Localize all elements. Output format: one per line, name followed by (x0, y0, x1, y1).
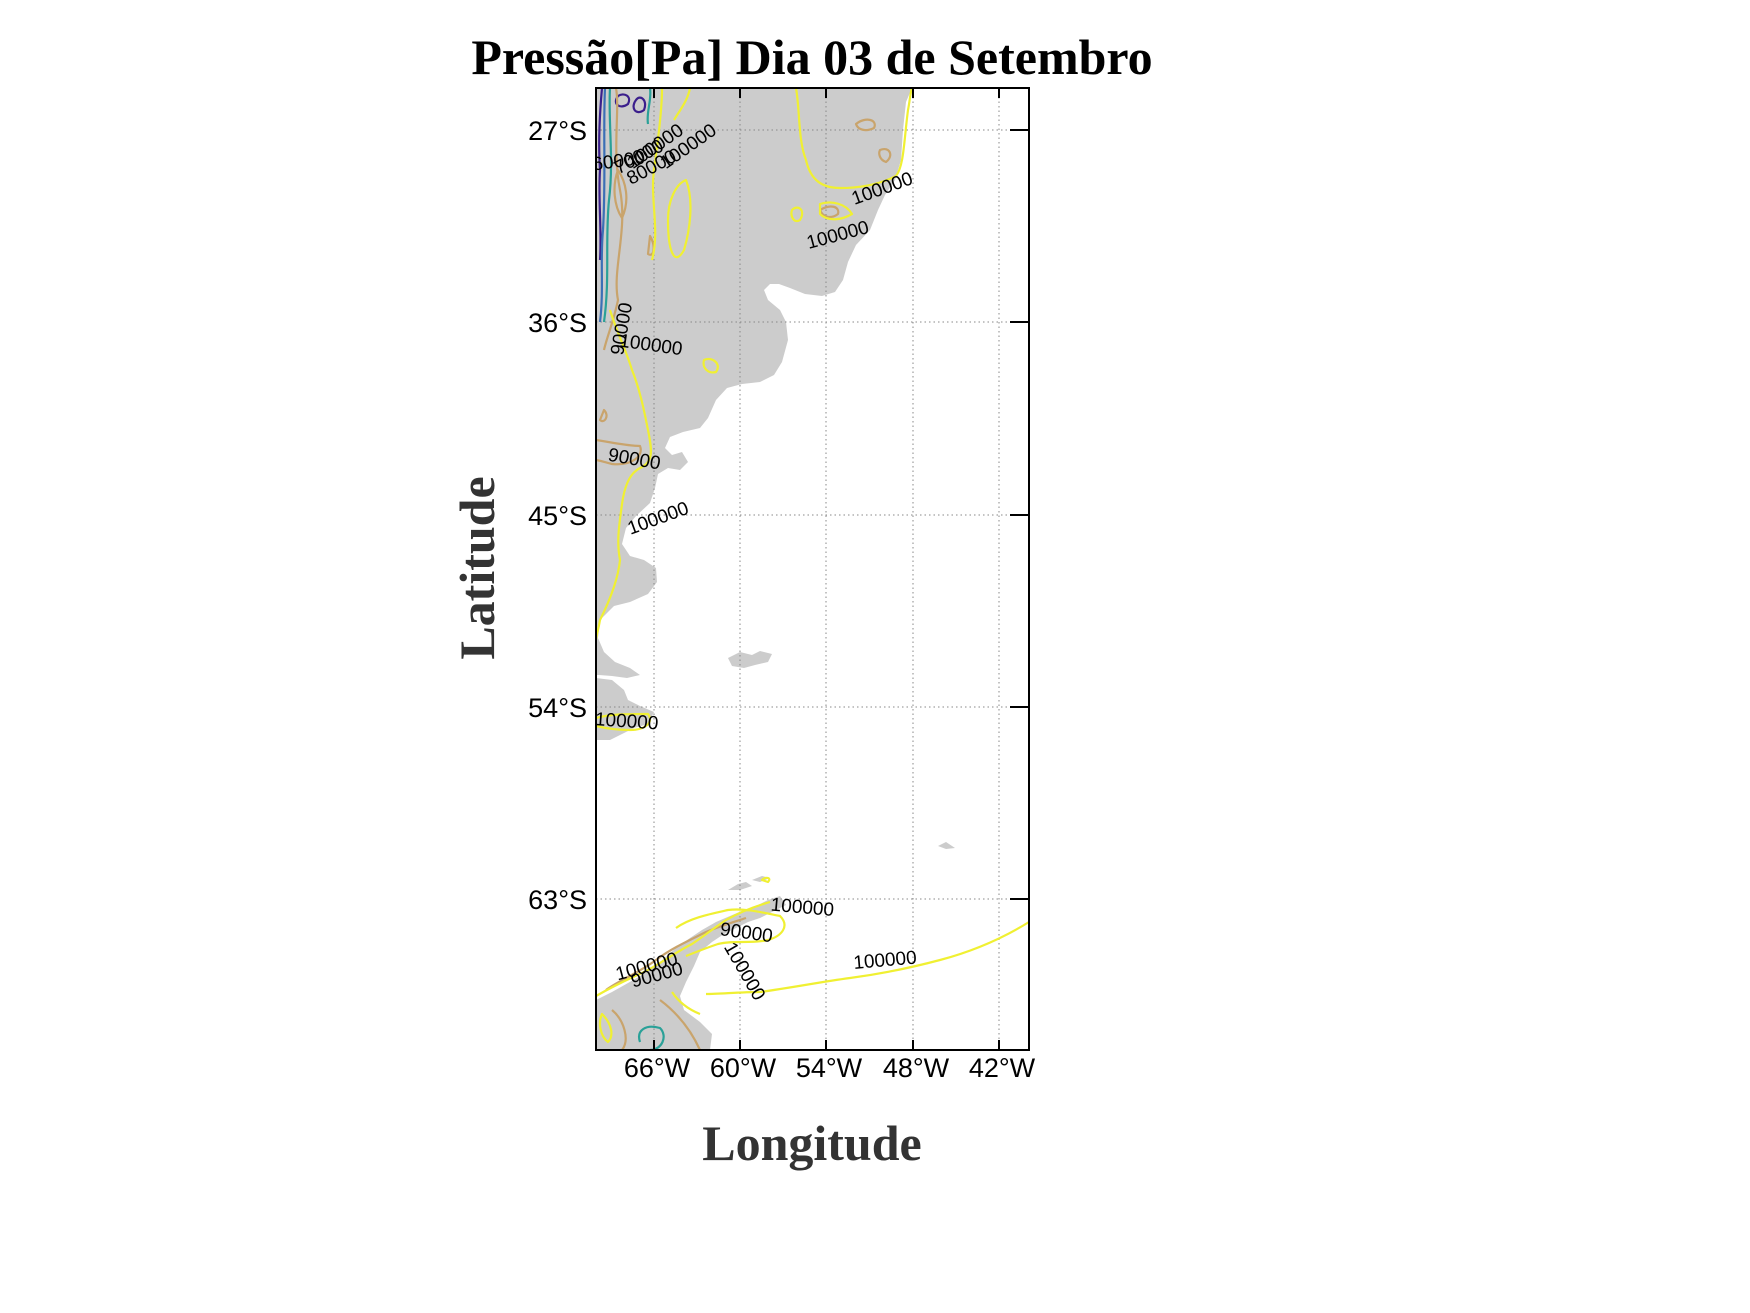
tierra-del-fuego-landmass (596, 678, 654, 740)
ytick-label-27s: 27°S (528, 116, 587, 146)
antarctic-peninsula-landmass (596, 896, 786, 1050)
plot-frame (595, 87, 1030, 1051)
plot-area: 6000070000800001000001000001000001000009… (594, 88, 1029, 1050)
xtick-label-48w: 48°W (883, 1053, 950, 1083)
axis-ticks (653, 88, 1029, 1050)
ytick-label-54s: 54°S (528, 693, 587, 723)
contour-label: 100000 (594, 709, 659, 734)
contour-lines (596, 88, 1029, 1050)
x-axis-label: Longitude (702, 1115, 922, 1171)
grid-lines (596, 88, 1029, 1050)
xtick-label-54w: 54°W (796, 1053, 863, 1083)
xtick-label-60w: 60°W (710, 1053, 777, 1083)
falkland-islands-landmass (728, 651, 772, 668)
y-axis-label: Latitude (449, 476, 505, 659)
ytick-label-36s: 36°S (528, 308, 587, 338)
land-layer (596, 88, 955, 1050)
xtick-label-42w: 42°W (969, 1053, 1036, 1083)
south-shetland-islands-landmass (728, 876, 770, 890)
south-orkney-islands-landmass (938, 842, 955, 849)
ytick-label-63s: 63°S (528, 885, 587, 915)
contour-80000 (602, 88, 665, 1050)
map-title: Pressão[Pa] Dia 03 de Setembro (471, 29, 1152, 85)
y-tick-labels: 27°S 36°S 45°S 54°S 63°S (528, 116, 587, 915)
south-america-landmass (596, 88, 912, 678)
contour-70000 (598, 88, 607, 323)
ytick-label-45s: 45°S (528, 501, 587, 531)
x-tick-labels: 66°W 60°W 54°W 48°W 42°W (624, 1053, 1036, 1083)
xtick-label-66w: 66°W (624, 1053, 691, 1083)
contour-100000 (596, 88, 1029, 1044)
